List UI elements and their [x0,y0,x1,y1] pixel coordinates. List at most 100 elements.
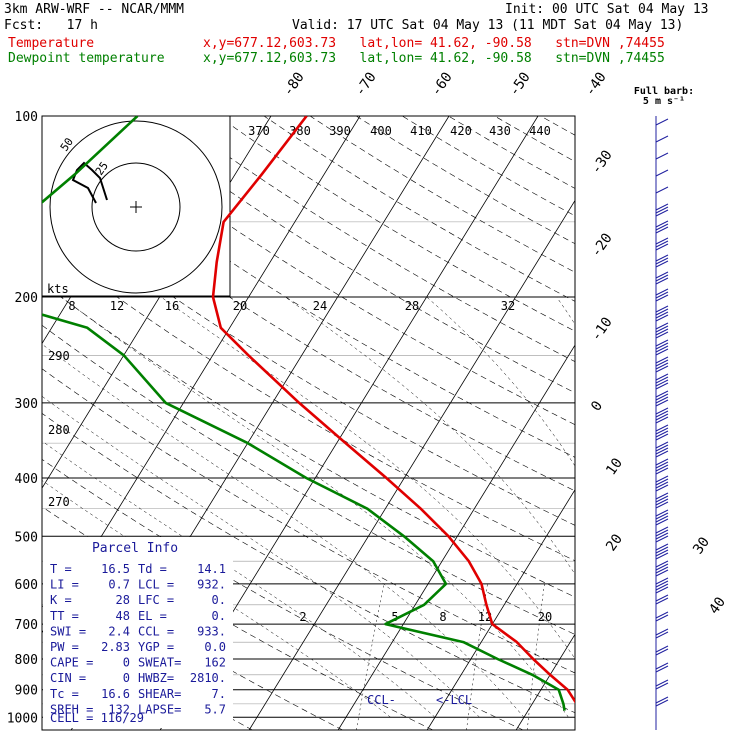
dry-adiabat-line [217,116,575,332]
theta-label: 430 [489,124,511,138]
isotherm-tick-label: -10 [588,314,616,344]
wind-barb-flag [655,679,669,687]
moist-adiabat-line [556,296,575,325]
wind-barb-flag [655,209,669,217]
wind-barb-flag [655,274,669,282]
pressure-tick-label: 100 [15,110,38,125]
temperature-legend: Temperature [8,36,95,51]
pressure-tick-label: 900 [15,684,38,699]
wind-barb-flag [655,475,669,483]
dry-adiabat-line [494,116,575,162]
mixing-ratio-label: 20 [538,610,552,624]
theta-label: 420 [450,124,472,138]
parcel-field-label: CAPE = [50,656,93,670]
moist-adiabat-line [42,395,480,718]
wind-barb-flag [655,549,669,557]
wind-barb-flag [655,560,669,568]
dry-adiabat-line [42,282,575,598]
wind-barb-flag [655,348,669,356]
wind-barb-flag [655,526,669,534]
wind-barbs: Full barb:5 m s⁻¹ [634,86,694,730]
wind-barb-flag [655,577,669,585]
wind-barb-flag [655,322,669,330]
temperature-location: x,y=677.12,603.73 lat,lon= 41.62, -90.58… [203,36,665,51]
wind-barb-flag [655,240,669,248]
wind-barb-flag [655,509,669,517]
wind-barb-flag [655,518,669,526]
wind-barb-flag [655,424,669,432]
parcel-field-label: K = [50,593,72,607]
isotherm-tick-label: -20 [588,230,616,260]
dewpoint-location: x,y=677.12,603.73 lat,lon= 41.62, -90.58… [203,51,665,66]
isotherm-line [694,116,740,730]
wind-barb-flag [655,331,669,339]
parcel-field-value: 16.6 [101,687,130,701]
wind-barb-flag [655,662,669,670]
hodograph-ring-label: 50 [58,135,76,153]
isotherm-tick-label: 40 [706,594,729,617]
wind-barb-flag [655,393,669,401]
dewpoint-legend: Dewpoint temperature [8,51,165,66]
parcel-field-value: 0. [212,593,226,607]
pressure-tick-label: 300 [15,397,38,412]
parcel-field-value: 7. [212,687,226,701]
wind-barb-flag [655,515,669,523]
wind-barb-flag [655,373,669,381]
moist-adiabat-line [160,296,575,660]
parcel-field-value: 0.7 [108,578,130,592]
hodograph-speed-tick: 24 [313,299,327,313]
wind-barb-flag [655,311,669,319]
isotherm-tick-label: -80 [280,69,308,99]
isotherm-tick-label: 20 [603,531,626,554]
wind-barb-flag [655,481,669,489]
wind-barb-flag [655,543,669,551]
hodograph-ring [91,162,181,252]
wind-barb-flag [655,464,669,472]
mixing-ratio-label: 5 [391,610,398,624]
hodograph-speed-unit: kts [47,282,69,296]
dry-adiabat-line [42,241,575,562]
moist-adiabat-line [285,296,575,575]
wind-barb-flag [655,271,669,279]
isotherm-tick-label: -40 [582,69,610,99]
wind-barb-flag [655,328,669,336]
dry-adiabat-line [356,116,575,245]
wind-barb-flag [655,226,669,234]
wind-barb-flag [655,243,669,251]
parcel-field-label: SHEAR= [138,687,181,701]
pressure-tick-label: 700 [15,618,38,633]
isotherm-line [248,199,575,730]
parcel-field-value: 0 [123,671,130,685]
wind-barb-flag [655,478,669,486]
lcl-label: <-LCL [436,693,472,707]
barb-legend-line: 5 m s⁻¹ [643,96,685,107]
parcel-field-label: SWI = [50,624,86,638]
theta-label: 290 [48,349,70,363]
hodograph-speed-tick: 32 [501,299,515,313]
wind-barb-flag [655,569,669,577]
wind-barb-flag [655,430,669,438]
wind-barb-flag [655,277,669,285]
wind-barb-flag [655,407,669,415]
wind-barb-flag [655,135,669,143]
wind-barb-flag [655,382,669,390]
profile-lines: CCL- <-LCL [42,116,575,711]
pressure-tick-label: 1000 [7,711,38,726]
parcel-field-label: CCL = [138,624,174,638]
wind-barb-flag [655,152,669,160]
wind-barb-flag [655,444,669,452]
hodograph-speed-tick: 16 [165,299,179,313]
wind-barb-flag [655,291,669,299]
mixing-ratio-line [466,583,488,730]
dry-adiabat-line [42,324,575,635]
dry-adiabat-line [171,116,575,362]
wind-barb-flag [655,628,669,636]
wind-barb-flag [655,308,669,316]
wind-barb-flag [655,413,669,421]
hodograph: 50 25 kts 8 12 16 20 24 28 32 [41,115,515,313]
wind-barb-flag [655,427,669,435]
init-time: Init: 00 UTC Sat 04 May 13 [505,2,709,17]
parcel-panel-background [43,537,233,728]
parcel-panel-title: Parcel Info [92,541,178,556]
